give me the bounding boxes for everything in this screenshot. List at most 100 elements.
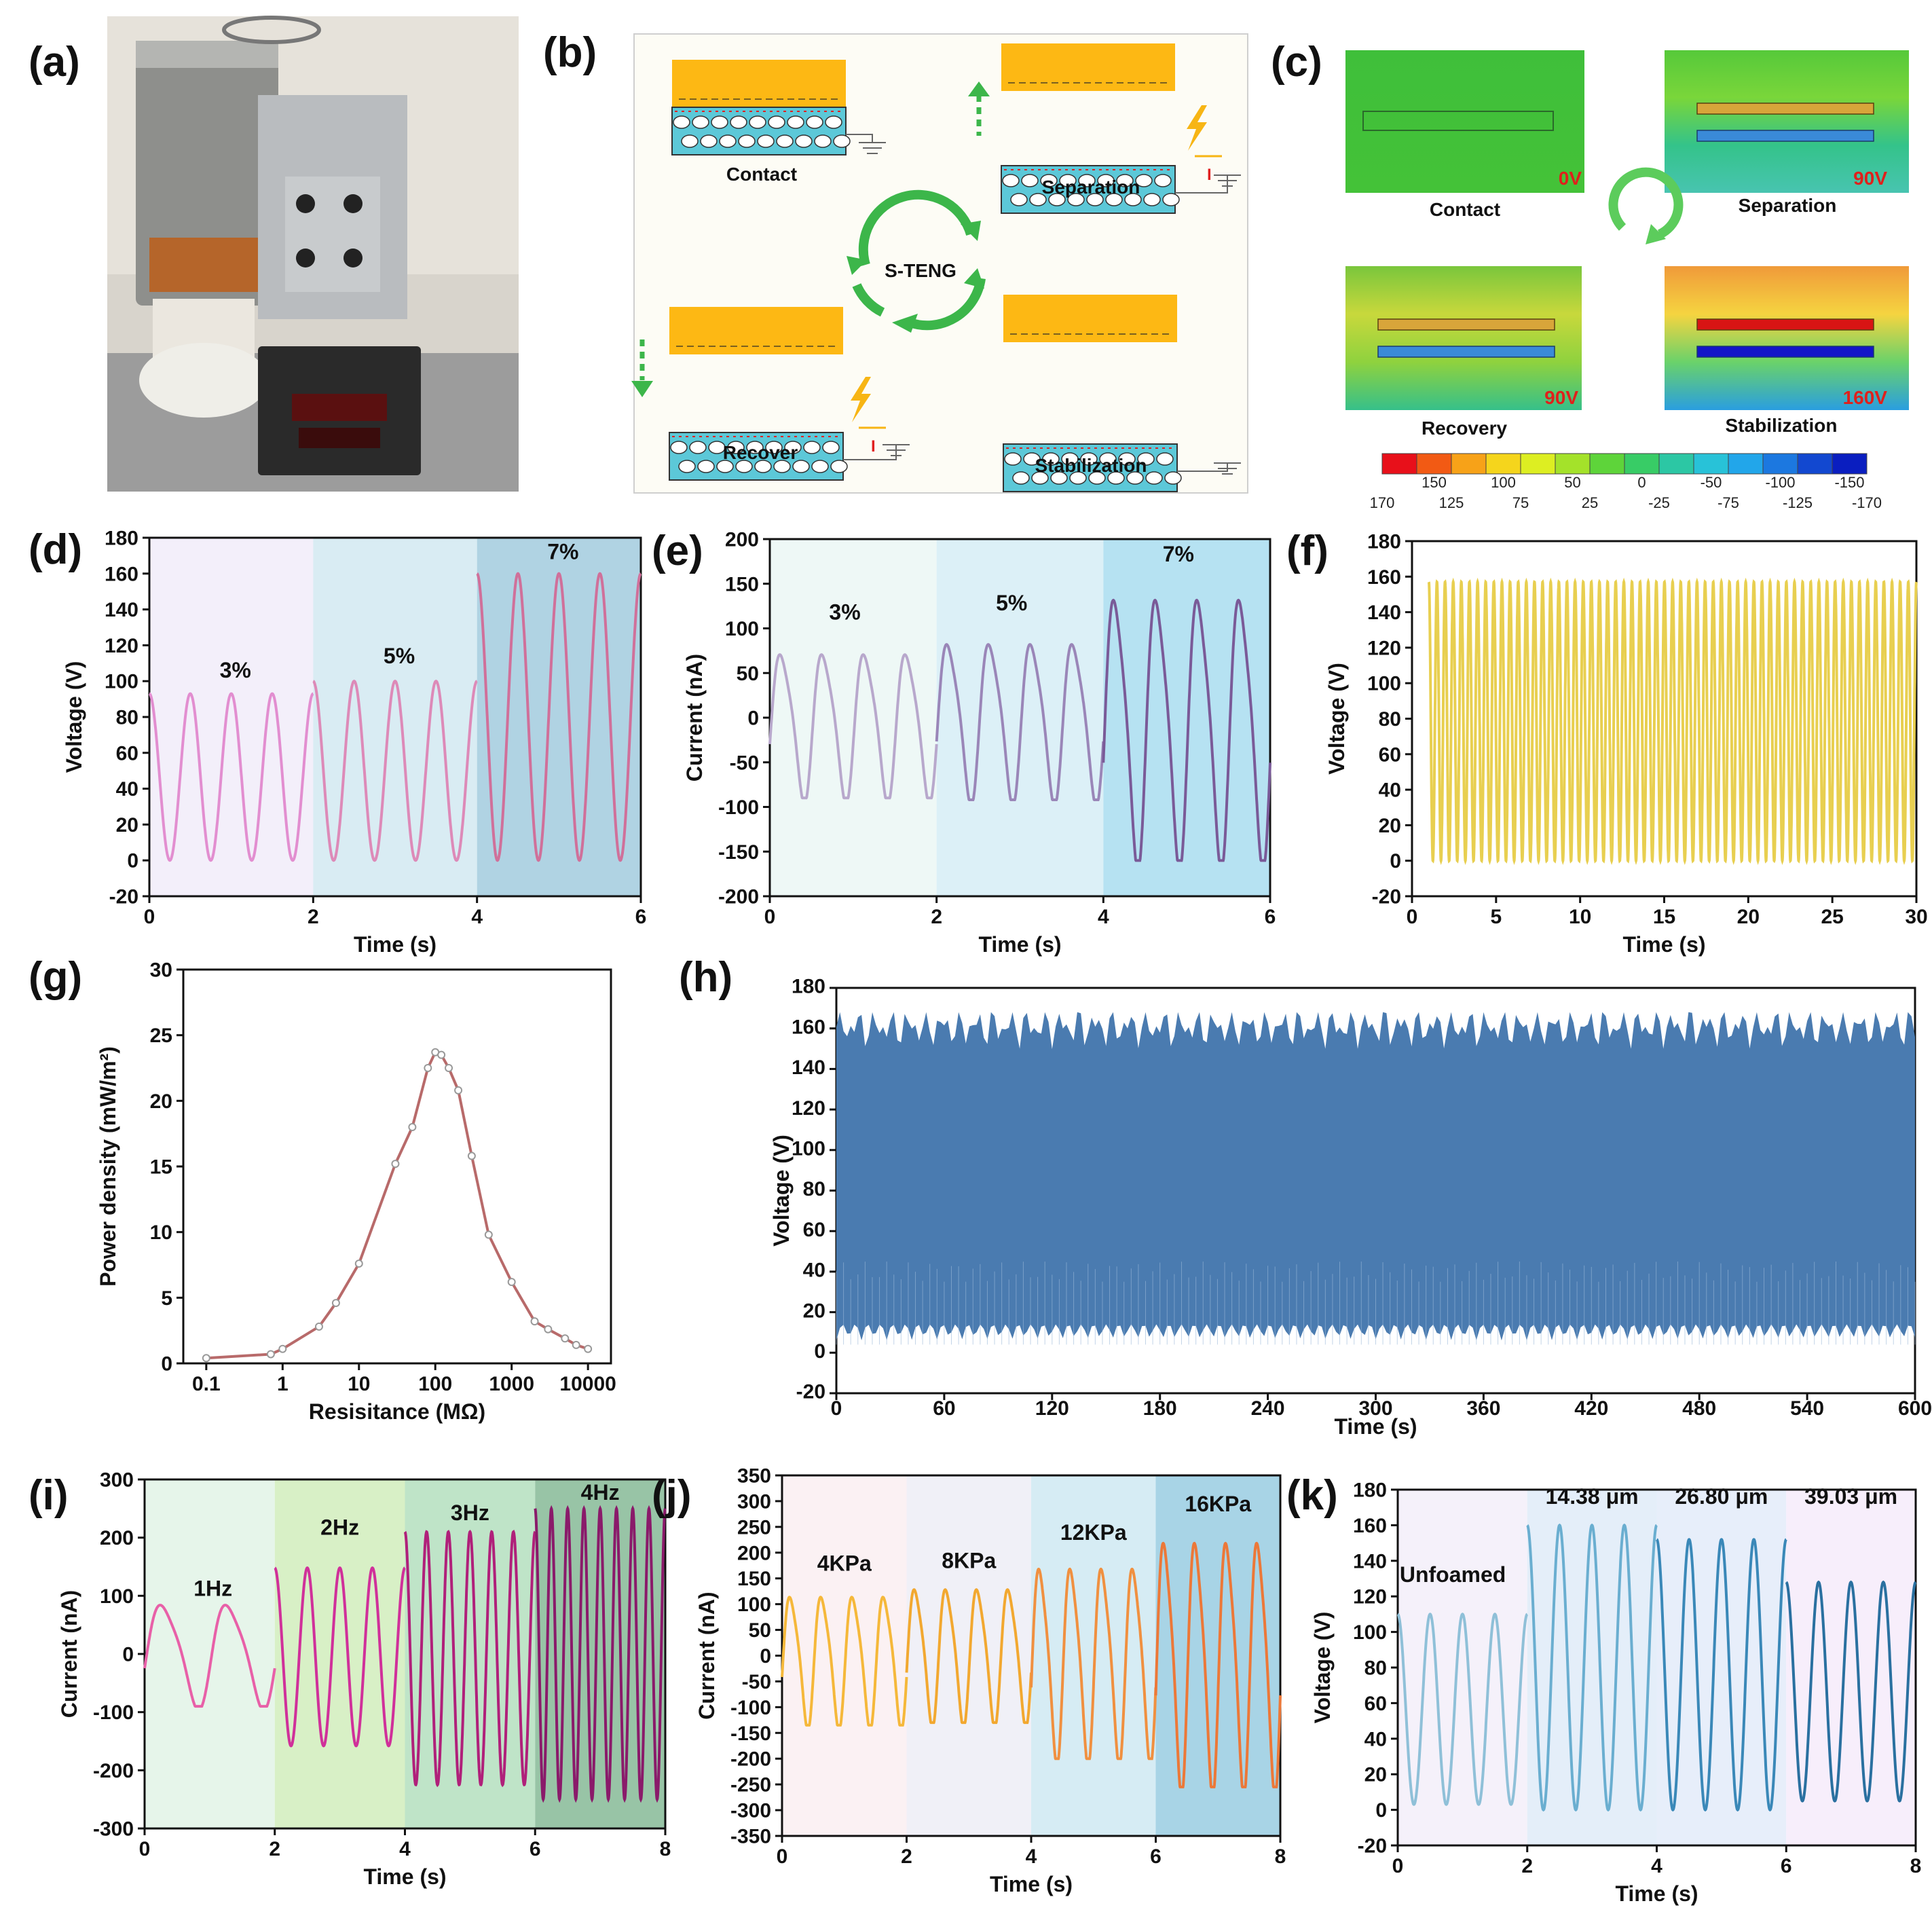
x-tick-label: 360 [1466,1397,1500,1420]
colorbar-swatch [1658,453,1694,475]
stage-3: Recover I [631,307,910,481]
x-tick-label: 120 [1035,1397,1069,1420]
y-axis-label: Current (nA) [57,1590,81,1718]
series-line [768,653,938,800]
y-tick-label: 120 [105,635,138,657]
colorbar-tick: 150 [1422,474,1447,491]
y-tick-label: -100 [718,796,759,819]
series-line [274,1566,406,1748]
region-label: 3% [220,658,251,682]
x-axis-label: Time (s) [1615,1881,1698,1906]
y-tick-label: -20 [109,886,138,908]
x-tick-label: 10 [1569,906,1591,928]
lightning-icon: I [1187,105,1222,184]
data-point [424,1064,432,1072]
stage-4: Stabilization [1003,295,1241,492]
y-tick-label: -150 [730,1723,771,1745]
stage-label: Separation [1042,177,1140,198]
y-axis-label: Voltage (V) [1310,1612,1335,1724]
colorbar-swatch [1832,453,1868,475]
y-tick-label: 50 [749,1619,771,1642]
x-tick-label: 600 [1898,1397,1932,1420]
x-axis-label: Time (s) [990,1872,1073,1896]
y-tick-label: 100 [725,618,759,640]
x-tick-label: 540 [1790,1397,1824,1420]
potential-label: 90V [1544,387,1578,408]
region-band [274,1479,405,1828]
region-band [149,538,314,896]
y-tick-label: 180 [1353,1479,1387,1502]
x-tick-label: 25 [1821,906,1843,928]
x-tick-label: 60 [933,1397,955,1420]
x-tick-label: 4 [1098,906,1109,928]
series-line [905,1588,1033,1725]
y-tick-label: 140 [1367,602,1401,624]
series-line [1526,1523,1658,1812]
series-line [1154,1541,1282,1788]
y-tick-label: 60 [1379,743,1401,766]
y-tick-label: 60 [116,742,138,765]
panel-label-e: (e) [652,528,703,574]
data-point [467,1152,476,1160]
y-tick-label: 160 [792,1016,825,1038]
series-line [148,692,314,862]
y-tick-label: 20 [1379,815,1401,837]
y-tick-label: 300 [737,1490,771,1513]
x-tick-label: 0 [1407,906,1418,928]
colorbar-tick: -100 [1765,474,1795,491]
y-tick-label: 20 [803,1300,825,1322]
y-tick-label: 100 [100,1585,134,1608]
region-band [477,538,641,896]
y-tick-label: 40 [803,1259,825,1282]
ground-icon [1214,462,1241,475]
y-tick-label: -200 [730,1748,771,1771]
stage-label: Stabilization [1035,455,1147,476]
x-tick-label: 5 [1490,906,1502,928]
x-tick-label: 180 [1143,1397,1177,1420]
ground-icon [883,444,910,456]
x-tick-label: 4 [471,906,483,928]
region-label: 1Hz [193,1576,232,1600]
panel-label-b: (b) [543,29,597,76]
region-label: 39.03 μm [1804,1484,1897,1509]
foam-layer [1001,165,1176,214]
panel-label-h: (h) [679,954,732,1001]
y-tick-label: 40 [1379,779,1401,802]
x-tick-label: 0 [831,1397,842,1420]
panel-label-i: (i) [29,1472,69,1519]
y-tick-label: 140 [105,599,138,621]
foam-layer [671,107,847,155]
y-tick-label: 0 [814,1340,825,1363]
colorbar-tick: -150 [1834,474,1864,491]
x-tick-label: 8 [1910,1855,1922,1877]
series-line [1396,1613,1529,1806]
y-tick-label: 100 [1367,673,1401,695]
y-tick-label: -300 [93,1818,134,1841]
y-axis-label: Voltage (V) [62,661,86,773]
sim-stage-label: Separation [1739,195,1837,216]
region-label: 7% [1163,542,1194,566]
top-electrode [1001,43,1175,91]
colorbar-swatch [1485,453,1521,475]
x-tick-label: 420 [1574,1397,1608,1420]
sim-map-3: Recovery 90V [1345,266,1582,439]
current-symbol: I [871,437,876,456]
panel-label-f: (f) [1286,528,1329,574]
x-tick-label: 240 [1251,1397,1285,1420]
colorbar-tick: 170 [1370,494,1395,511]
stage-label: Contact [726,164,797,185]
x-tick-label: 0 [139,1838,151,1860]
s-teng-label: S-TENG [885,260,956,281]
colorbar-tick: -75 [1717,494,1739,511]
y-tick-label: -100 [93,1701,134,1724]
region-label: 5% [996,591,1027,615]
region-band [1786,1490,1916,1845]
colorbar-swatch [1693,453,1729,475]
x-axis-label: Time (s) [354,932,436,957]
panel-a: (a) [29,16,519,492]
x-tick-label: 100 [418,1373,452,1395]
y-axis-label: Voltage (V) [769,1135,794,1247]
y-tick-label: 100 [792,1138,825,1160]
y-tick-label: 120 [792,1097,825,1120]
